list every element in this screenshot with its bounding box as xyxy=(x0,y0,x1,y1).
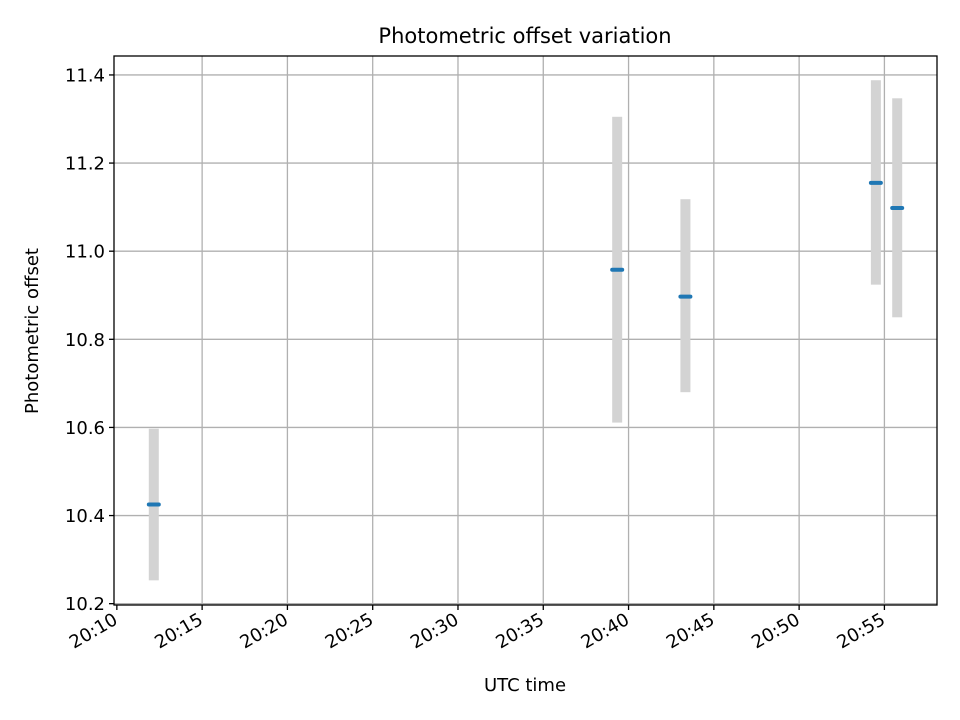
y-tick-label: 10.6 xyxy=(65,418,105,439)
chart-title: Photometric offset variation xyxy=(378,24,671,48)
x-tick-label: 20:55 xyxy=(833,609,888,653)
x-tick-label: 20:10 xyxy=(66,609,121,653)
x-tick-label: 20:15 xyxy=(151,609,206,653)
y-axis-title: Photometric offset xyxy=(22,248,43,414)
x-tick-label: 20:20 xyxy=(236,609,291,653)
x-tick-label: 20:30 xyxy=(407,609,462,653)
y-tick-label: 11.2 xyxy=(65,154,105,175)
x-tick-label: 20:25 xyxy=(322,609,377,653)
x-axis-title: UTC time xyxy=(484,675,566,696)
y-axis: 10.2 10.4 10.6 10.8 11.0 11.2 11.4 xyxy=(65,65,114,615)
y-tick-label: 10.4 xyxy=(65,506,105,527)
y-tick-label: 11.4 xyxy=(65,65,105,86)
y-tick-label: 10.2 xyxy=(65,594,105,615)
x-tick-label: 20:50 xyxy=(748,609,803,653)
x-tick-label: 20:35 xyxy=(492,609,547,653)
x-tick-label: 20:45 xyxy=(663,609,718,653)
x-axis: 20:10 20:15 20:20 20:25 20:30 20:35 20:40 20:45… xyxy=(66,605,889,653)
x-tick-label: 20:40 xyxy=(578,609,633,653)
y-tick-label: 11.0 xyxy=(65,242,105,263)
grid xyxy=(114,56,937,605)
plot-frame xyxy=(113,55,938,606)
data-markers xyxy=(146,180,905,507)
y-tick-label: 10.8 xyxy=(65,330,105,351)
error-bars xyxy=(148,80,903,581)
